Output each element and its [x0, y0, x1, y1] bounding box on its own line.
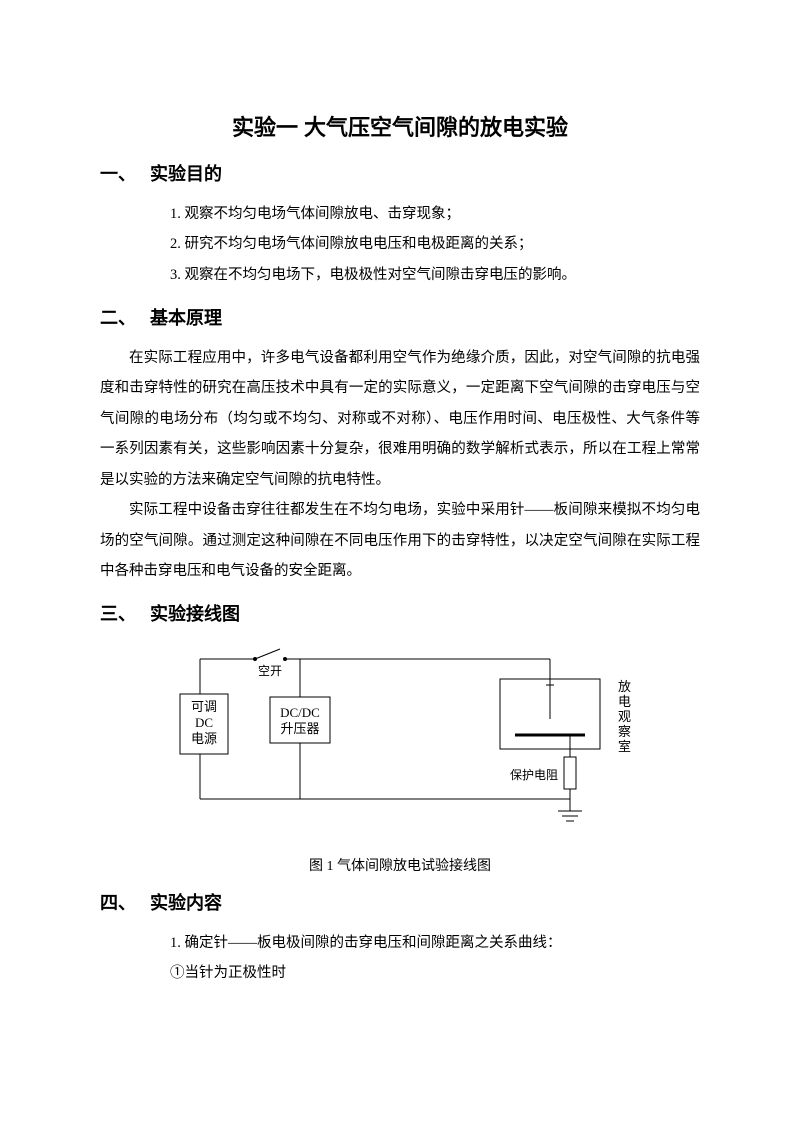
switch-blade — [255, 649, 280, 659]
section-4-text: 实验内容 — [150, 893, 222, 913]
section-2-num: 二、 — [100, 304, 150, 333]
dcdc-box — [270, 697, 330, 743]
dc-source-l1: 可调 — [191, 699, 217, 714]
s1-item-2: 2. 研究不均匀电场气体间隙放电电压和电极距离的关系； — [100, 229, 700, 259]
section-1-num: 一、 — [100, 160, 150, 189]
chamber-l2: 电 — [618, 694, 631, 709]
chamber-l3: 观 — [618, 709, 631, 724]
s4-item-1: 1. 确定针——板电极间隙的击穿电压和间隙距离之关系曲线： — [100, 928, 700, 958]
s1-item-3: 3. 观察在不均匀电场下，电极极性对空气间隙击穿电压的影响。 — [100, 260, 700, 290]
section-3-heading: 三、实验接线图 — [100, 600, 700, 629]
figure-caption: 图 1 气体间隙放电试验接线图 — [100, 855, 700, 875]
s1-item-1: 1. 观察不均匀电场气体间隙放电、击穿现象； — [100, 199, 700, 229]
circuit-diagram: 空开 可调 DC 电源 DC/DC 升压器 放 电 观 察 — [140, 639, 660, 839]
switch-label: 空开 — [258, 664, 282, 678]
chamber-l1: 放 — [618, 679, 631, 694]
section-3-text: 实验接线图 — [150, 604, 240, 624]
chamber-l4: 察 — [618, 724, 631, 739]
doc-title: 实验一 大气压空气间隙的放电实验 — [100, 110, 700, 142]
section-4-num: 四、 — [100, 889, 150, 918]
resistor — [564, 757, 576, 789]
section-2-heading: 二、基本原理 — [100, 304, 700, 333]
section-3-num: 三、 — [100, 600, 150, 629]
page: 实验一 大气压空气间隙的放电实验 一、实验目的 1. 观察不均匀电场气体间隙放电… — [0, 0, 800, 1132]
dc-source-l3: 电源 — [191, 731, 217, 746]
resistor-label: 保护电阻 — [510, 768, 558, 782]
s2-para-1: 在实际工程应用中，许多电气设备都利用空气作为绝缘介质，因此，对空气间隙的抗电强度… — [100, 343, 700, 495]
section-1-heading: 一、实验目的 — [100, 160, 700, 189]
s2-para-2: 实际工程中设备击穿往往都发生在不均匀电场，实验中采用针——板间隙来模拟不均匀电场… — [100, 495, 700, 586]
dcdc-l1: DC/DC — [280, 705, 320, 720]
section-4-heading: 四、实验内容 — [100, 889, 700, 918]
section-2-text: 基本原理 — [150, 308, 222, 328]
circuit-svg: 空开 可调 DC 电源 DC/DC 升压器 放 电 观 察 — [140, 639, 660, 839]
section-1-text: 实验目的 — [150, 164, 222, 184]
chamber-l5: 室 — [618, 739, 631, 754]
dcdc-l2: 升压器 — [280, 721, 319, 736]
s4-item-2: ①当针为正极性时 — [100, 958, 700, 988]
dc-source-l2: DC — [195, 715, 213, 730]
